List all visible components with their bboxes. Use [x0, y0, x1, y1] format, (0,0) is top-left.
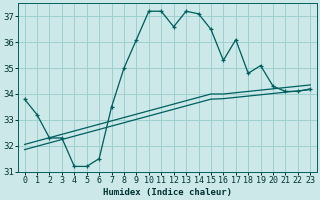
X-axis label: Humidex (Indice chaleur): Humidex (Indice chaleur) [103, 188, 232, 197]
